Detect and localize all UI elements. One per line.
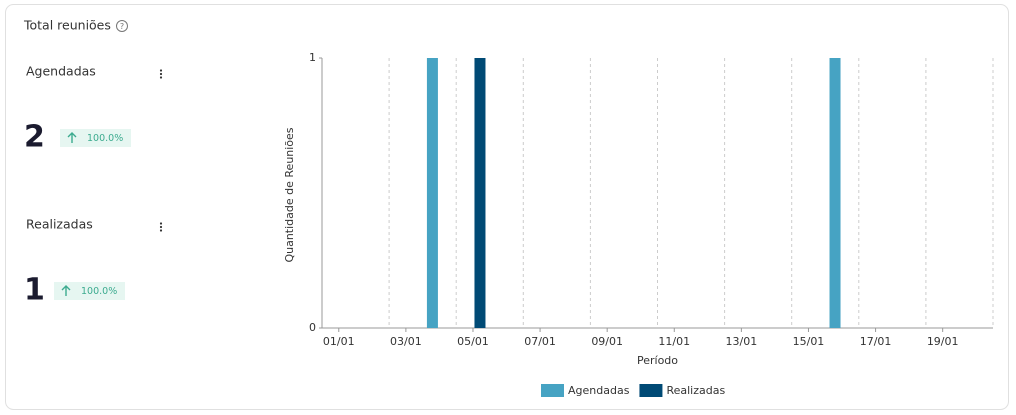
menu-dot[interactable] — [159, 222, 163, 225]
x-tick-label: 05/01 — [457, 335, 489, 348]
kpi-label: Agendadas — [26, 64, 96, 79]
x-tick-label: 01/01 — [323, 335, 355, 348]
y-tick-label: 1 — [309, 51, 316, 64]
card-title: Total reuniões — [23, 18, 111, 33]
bar — [426, 58, 438, 328]
kpi-label: Realizadas — [26, 217, 93, 232]
menu-dot[interactable] — [159, 69, 163, 72]
menu-dot[interactable] — [159, 76, 163, 79]
bar — [829, 58, 841, 328]
kpi-badge — [60, 129, 131, 147]
bar — [474, 58, 486, 328]
kpi-value: 1 — [24, 273, 45, 308]
menu-dot[interactable] — [159, 229, 163, 232]
legend-swatch[interactable] — [639, 384, 663, 397]
legend-label[interactable]: Realizadas — [666, 384, 725, 397]
help-icon[interactable]: ? — [116, 20, 128, 32]
x-tick-label: 07/01 — [524, 335, 556, 348]
svg-text:?: ? — [120, 22, 124, 31]
kpi-change: 100.0% — [87, 133, 123, 144]
legend-swatch[interactable] — [541, 384, 564, 397]
x-tick-label: 19/01 — [927, 335, 959, 348]
x-tick-label: 13/01 — [726, 335, 758, 348]
card — [5, 4, 1009, 410]
menu-dot[interactable] — [159, 72, 163, 76]
y-tick-label: 0 — [309, 321, 316, 334]
kpi-value: 2 — [24, 120, 45, 155]
x-tick-label: 03/01 — [390, 335, 422, 348]
x-tick-label: 17/01 — [860, 335, 892, 348]
x-axis-label: Período — [637, 354, 678, 367]
y-axis-label: Quantidade de Reuniões — [283, 127, 296, 262]
x-tick-label: 09/01 — [591, 335, 623, 348]
kpi-badge — [54, 282, 125, 300]
arrow-up-icon — [61, 285, 71, 296]
x-tick-label: 15/01 — [793, 335, 825, 348]
menu-dot[interactable] — [159, 225, 163, 229]
kpi-change: 100.0% — [81, 286, 117, 297]
legend-label[interactable]: Agendadas — [568, 384, 630, 397]
arrow-up-icon — [67, 132, 77, 143]
x-tick-label: 11/01 — [658, 335, 690, 348]
